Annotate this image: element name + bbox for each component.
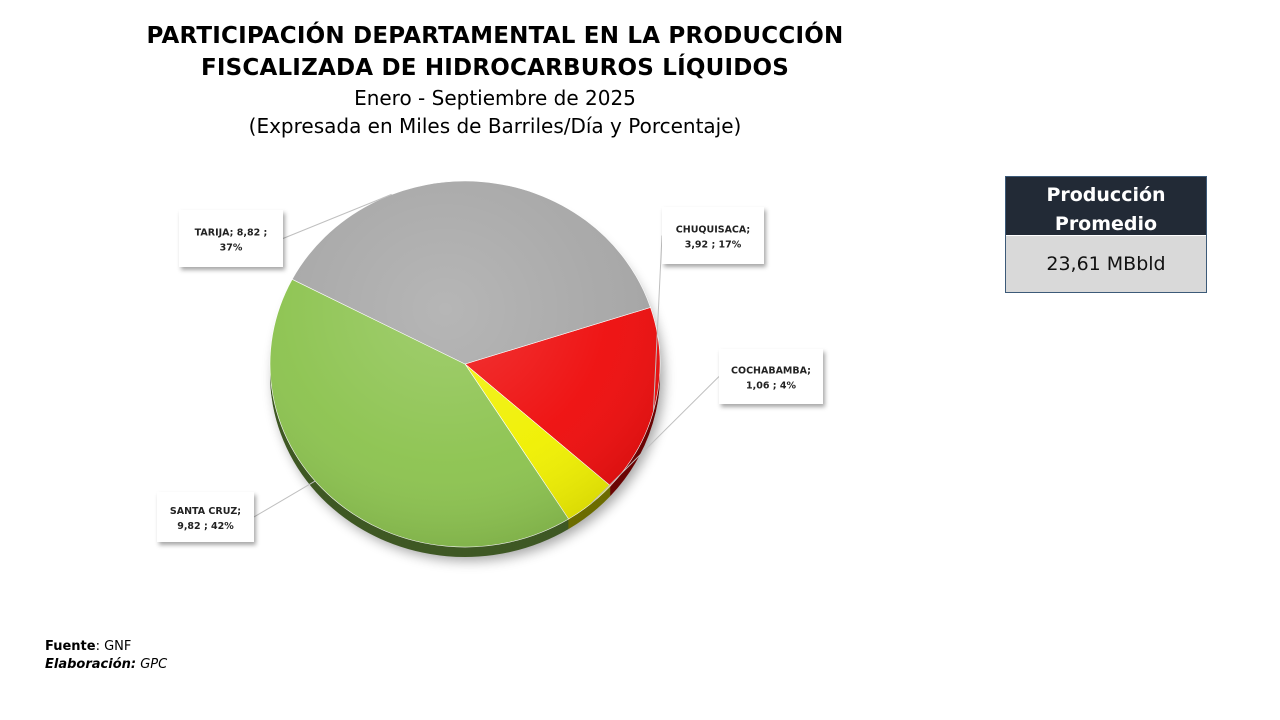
leader-line-chuquisaca: [653, 235, 663, 411]
pie-chart: CHUQUISACA; 3,92 ; 17% COCHABAMBA; 1,06 ; 4…: [157, 180, 823, 561]
leader-line-cochabamba: [590, 376, 720, 505]
source-label: Fuente: [45, 639, 96, 654]
pie-leader-lines: [253, 193, 720, 518]
source-footer: Fuente: GNF Elaboración: GPC: [45, 638, 167, 674]
data-label-tarija: TARIJA; 8,82 ; 37%: [179, 210, 283, 267]
average-production-header-line-2: Promedio: [1054, 213, 1158, 235]
leader-line-tarija: [282, 193, 392, 239]
chart-subtitle-period: Enero - Septiembre de 2025: [354, 86, 636, 110]
data-label-chuquisaca: CHUQUISACA; 3,92 ; 17%: [662, 207, 764, 264]
chart-subtitle-units: (Expresada en Miles de Barriles/Día y Po…: [248, 114, 742, 138]
source-value: : GNF: [95, 639, 132, 654]
data-label-name-tarija: TARIJA; 8,82 ;: [195, 228, 268, 239]
average-production-value: 23,61 MBbld: [1006, 235, 1206, 292]
chart-title-line-2: FISCALIZADA DE HIDROCARBUROS LÍQUIDOS: [200, 55, 790, 81]
data-label-value-santa-cruz: 9,82 ; 42%: [177, 521, 234, 532]
chart-title-block: PARTICIPACIÓN DEPARTAMENTAL EN LA PRODUC…: [140, 20, 850, 140]
data-label-cochabamba: COCHABAMBA; 1,06 ; 4%: [719, 349, 823, 404]
average-production-header-line-1: Producción: [1046, 184, 1166, 206]
data-label-name-santa-cruz: SANTA CRUZ;: [170, 506, 241, 517]
leader-line-santa-cruz: [253, 480, 316, 518]
pie-highlight: [270, 181, 660, 547]
data-label-box-santa-cruz: [157, 492, 254, 542]
data-label-value-chuquisaca: 3,92 ; 17%: [685, 240, 742, 251]
author-label: Elaboración:: [45, 657, 137, 672]
author-value: GPC: [136, 657, 168, 672]
data-label-box-tarija: [179, 210, 283, 267]
data-label-santa-cruz: SANTA CRUZ; 9,82 ; 42%: [157, 492, 254, 542]
data-label-name-cochabamba: COCHABAMBA;: [731, 366, 811, 377]
data-label-name-chuquisaca: CHUQUISACA;: [676, 225, 750, 236]
data-label-box-cochabamba: [719, 349, 823, 404]
chart-title-line-1: PARTICIPACIÓN DEPARTAMENTAL EN LA PRODUC…: [146, 23, 844, 49]
data-label-box-chuquisaca: [662, 207, 764, 264]
data-label-value-cochabamba: 1,06 ; 4%: [746, 381, 796, 392]
pie-callouts: CHUQUISACA; 3,92 ; 17% COCHABAMBA; 1,06 ; 4…: [157, 207, 823, 542]
author-row: Elaboración: GPC: [45, 656, 167, 674]
pie-slices: [269, 180, 661, 548]
source-row: Fuente: GNF: [45, 638, 167, 656]
data-label-value-tarija: 37%: [220, 243, 243, 254]
average-production-box: Producción Promedio 23,61 MBbld: [1005, 176, 1207, 293]
average-production-header: Producción Promedio: [1006, 177, 1206, 235]
